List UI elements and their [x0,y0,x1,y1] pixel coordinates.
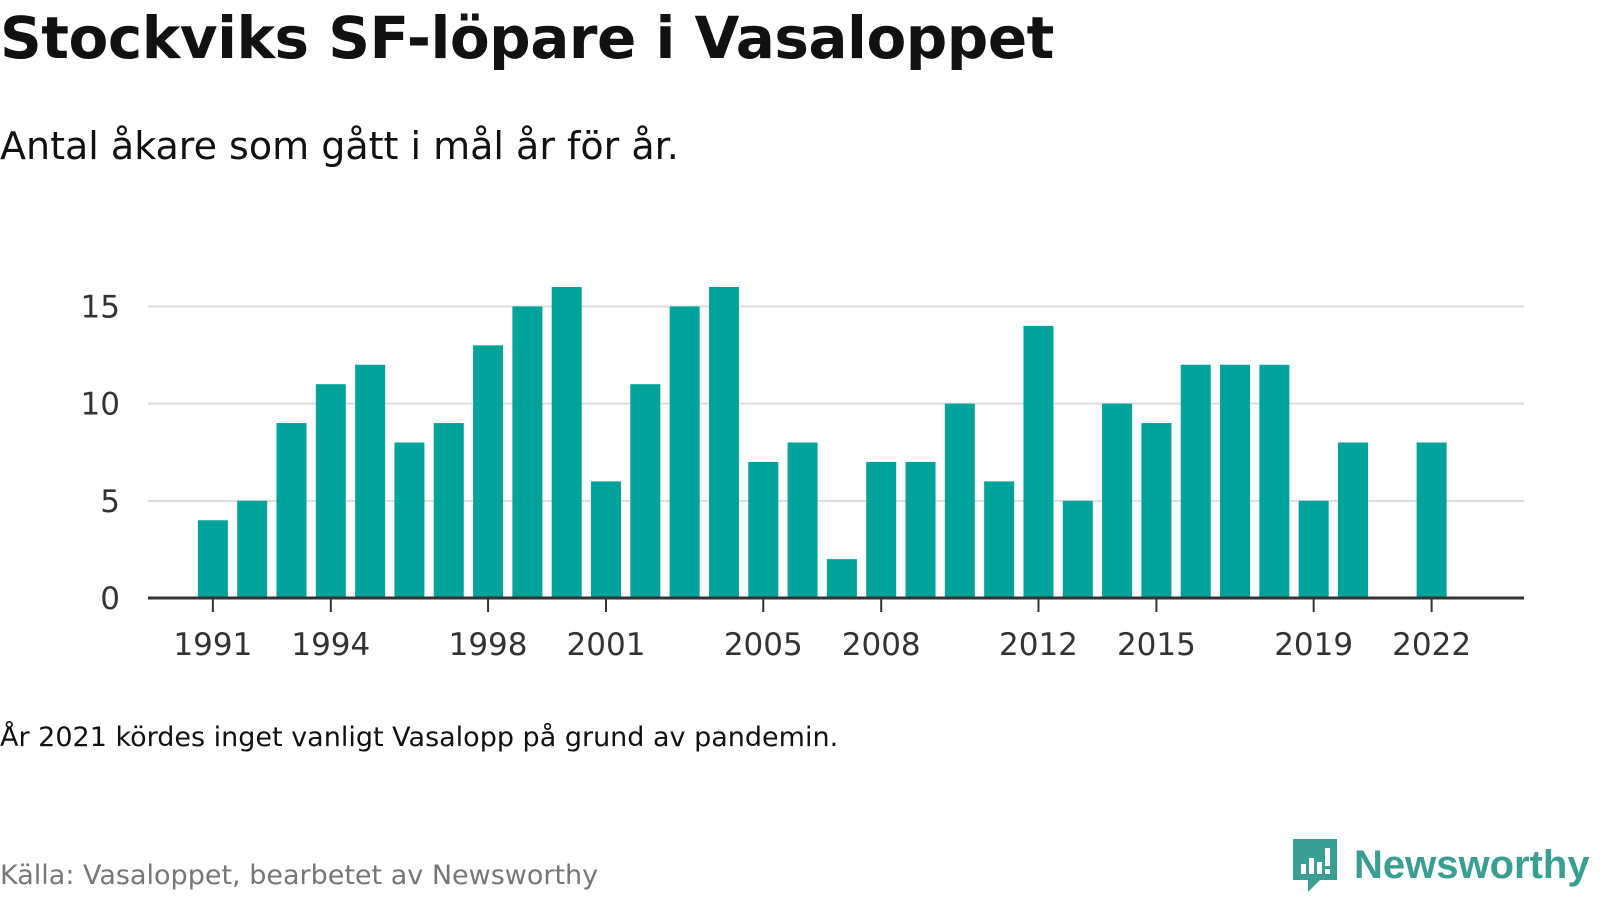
bar-2003 [669,306,700,598]
bar-2001 [591,481,622,598]
x-axis-ticks: 1991 1994 1998 2001 2005 2008 2012 2015 2019 2022 [148,596,1524,663]
bar-2022 [1416,442,1447,598]
bar-1991 [197,520,228,598]
x-tick-label: 2019 [1274,627,1353,663]
bar-2013 [1062,500,1093,598]
bar-2014 [1102,403,1133,598]
brand-name: Newsworthy [1354,842,1590,887]
x-tick-label: 2005 [724,627,803,663]
bar-2008 [866,461,897,598]
bar-2005 [748,461,779,598]
x-tick-label: 1991 [173,627,252,663]
bar-1999 [512,306,543,598]
bar-2018 [1259,364,1290,598]
bar-2019 [1298,500,1329,598]
bar-1996 [394,442,425,598]
bar-2020 [1337,442,1368,598]
bar-2012 [1023,325,1054,598]
bar-1995 [355,364,386,598]
bar-1997 [433,423,464,598]
bar-1994 [315,384,346,598]
newsworthy-logo[interactable]: Newsworthy [1290,836,1590,894]
chart-title: Stockviks SF-löpare i Vasaloppet [0,4,1054,72]
bar-2010 [944,403,975,598]
bar-2011 [984,481,1015,598]
newsworthy-logo-icon [1293,839,1337,892]
chart-subtitle: Antal åkare som gått i mål år för år. [0,124,679,168]
x-tick-label: 2008 [842,627,921,663]
bar-2000 [551,287,582,598]
x-tick-label: 1998 [449,627,528,663]
gridlines [148,305,1524,502]
bar-2017 [1220,364,1251,598]
source-text: Källa: Vasaloppet, bearbetet av Newswort… [0,860,599,891]
y-tick-label: 5 [100,484,120,520]
bar-1993 [276,423,307,598]
x-tick-label: 2022 [1392,627,1471,663]
bar-2015 [1141,423,1172,598]
bar-2007 [826,559,857,598]
bar-1998 [473,345,504,598]
bar-1992 [237,500,268,598]
x-tick-label: 2012 [999,627,1078,663]
x-tick-label: 1994 [291,627,370,663]
bar-2004 [708,287,739,598]
y-tick-label: 15 [81,289,120,325]
y-tick-label: 10 [81,387,120,423]
x-tick-label: 2001 [567,627,646,663]
bar-2002 [630,384,661,598]
chart-note: År 2021 kördes inget vanligt Vasalopp på… [0,722,839,753]
x-tick-label: 2015 [1117,627,1196,663]
bar-2009 [905,461,936,598]
bar-2006 [787,442,818,598]
y-tick-label: 0 [100,581,120,617]
y-axis-ticks: 0 5 10 15 [81,289,120,617]
bar-2016 [1180,364,1211,598]
bar-series [197,287,1447,598]
